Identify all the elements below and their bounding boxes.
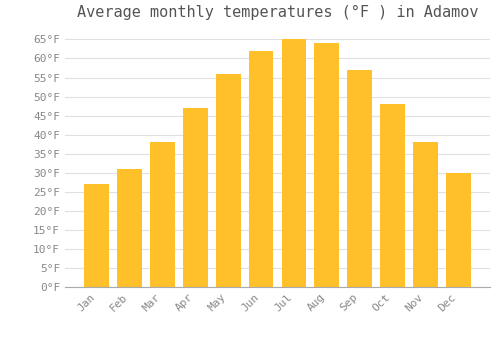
Title: Average monthly temperatures (°F ) in Adamov: Average monthly temperatures (°F ) in Ad… [77,5,478,20]
Bar [248,51,274,287]
Bar [446,173,470,287]
Bar [380,104,405,287]
Bar [84,184,109,287]
Bar [183,108,208,287]
Bar [413,142,438,287]
Bar [216,74,240,287]
Bar [348,70,372,287]
Bar [314,43,339,287]
Bar [282,40,306,287]
Bar [150,142,174,287]
Bar [117,169,142,287]
